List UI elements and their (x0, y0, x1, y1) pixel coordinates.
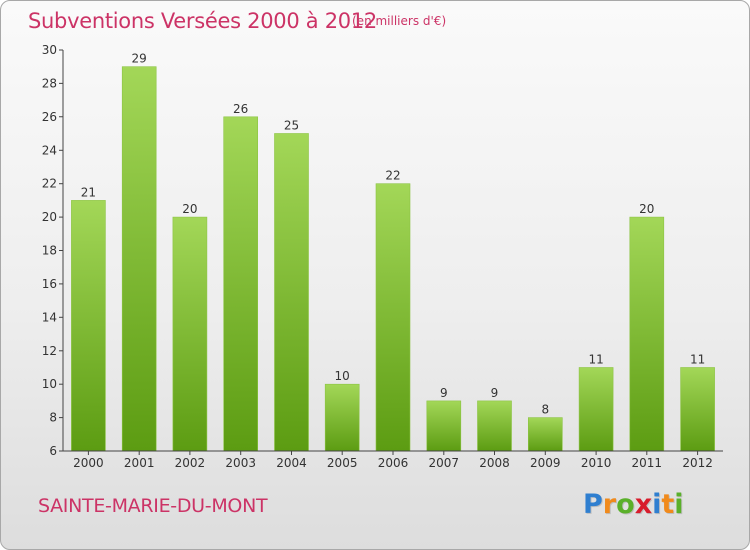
y-tick-label-28: 28 (42, 76, 57, 90)
y-tick-label-26: 26 (42, 110, 57, 124)
y-tick-label-12: 12 (42, 344, 57, 358)
y-tick-label-20: 20 (42, 210, 57, 224)
logo-letter: x (634, 489, 653, 520)
x-tick-label-2002: 2002 (175, 456, 206, 470)
y-tick-label-24: 24 (42, 143, 57, 157)
value-label-2004: 25 (284, 119, 299, 133)
x-tick-label-2004: 2004 (276, 456, 307, 470)
bar-2004 (274, 133, 309, 452)
y-tick-label-30: 30 (42, 43, 57, 57)
x-tick-label-2007: 2007 (429, 456, 460, 470)
bar-2008 (477, 400, 512, 452)
x-tick-label-2010: 2010 (581, 456, 612, 470)
y-tick-label-18: 18 (42, 244, 57, 258)
logo-letter: i (674, 489, 684, 520)
bar-2005 (324, 383, 360, 452)
value-label-2003: 26 (233, 102, 248, 116)
bar-2012 (680, 367, 715, 452)
x-tick-label-2012: 2012 (682, 456, 713, 470)
x-tick-label-2006: 2006 (378, 456, 409, 470)
value-label-2001: 29 (132, 52, 147, 66)
value-label-2009: 8 (541, 403, 549, 417)
logo-letter: o (616, 489, 635, 520)
value-label-2010: 11 (588, 353, 603, 367)
y-tick-label-6: 6 (49, 444, 57, 458)
bar-2011 (629, 216, 665, 452)
bar-2003 (223, 116, 258, 452)
value-label-2011: 20 (639, 202, 654, 216)
x-tick-label-2005: 2005 (327, 456, 358, 470)
value-label-2005: 10 (335, 369, 350, 383)
bar-2002 (172, 216, 208, 452)
y-tick-label-16: 16 (42, 277, 57, 291)
y-tick-label-22: 22 (42, 177, 57, 191)
bar-2006 (375, 183, 411, 452)
y-tick-label-8: 8 (49, 411, 57, 425)
commune-name: SAINTE-MARIE-DU-MONT (38, 495, 268, 517)
logo-letter: t (661, 489, 675, 520)
x-tick-label-2001: 2001 (124, 456, 155, 470)
bar-2010 (578, 367, 614, 452)
logo-letter: i (652, 489, 662, 520)
proxiti-logo[interactable]: Proxiti (583, 489, 684, 520)
x-tick-label-2000: 2000 (73, 456, 104, 470)
x-tick-label-2011: 2011 (632, 456, 663, 470)
x-tick-label-2009: 2009 (530, 456, 561, 470)
y-tick-label-14: 14 (42, 310, 57, 324)
value-label-2012: 11 (690, 353, 705, 367)
logo-letter: P (583, 489, 603, 520)
value-label-2006: 22 (385, 169, 400, 183)
bars-group: 21 29 20 26 25 10 22 9 9 8 11 20 11 (71, 52, 715, 452)
chart-title: Subventions Versées 2000 à 2012 (28, 9, 377, 33)
bar-2009 (527, 417, 563, 452)
value-label-2008: 9 (491, 386, 499, 400)
axes-group: 2000 2001 2002 2003 2004 2005 2006 2007 2008 2009… (42, 43, 723, 470)
bar-2000 (71, 200, 106, 452)
x-tick-label-2008: 2008 (479, 456, 510, 470)
units-label: (en milliers d'€) (352, 14, 447, 28)
logo-letter: r (602, 489, 617, 520)
bar-2001 (121, 66, 157, 452)
y-tick-label-10: 10 (42, 377, 57, 391)
bar-2007 (426, 400, 462, 452)
x-tick-label-2003: 2003 (225, 456, 256, 470)
value-label-2007: 9 (440, 386, 448, 400)
value-label-2002: 20 (182, 202, 197, 216)
value-label-2000: 21 (81, 185, 96, 199)
